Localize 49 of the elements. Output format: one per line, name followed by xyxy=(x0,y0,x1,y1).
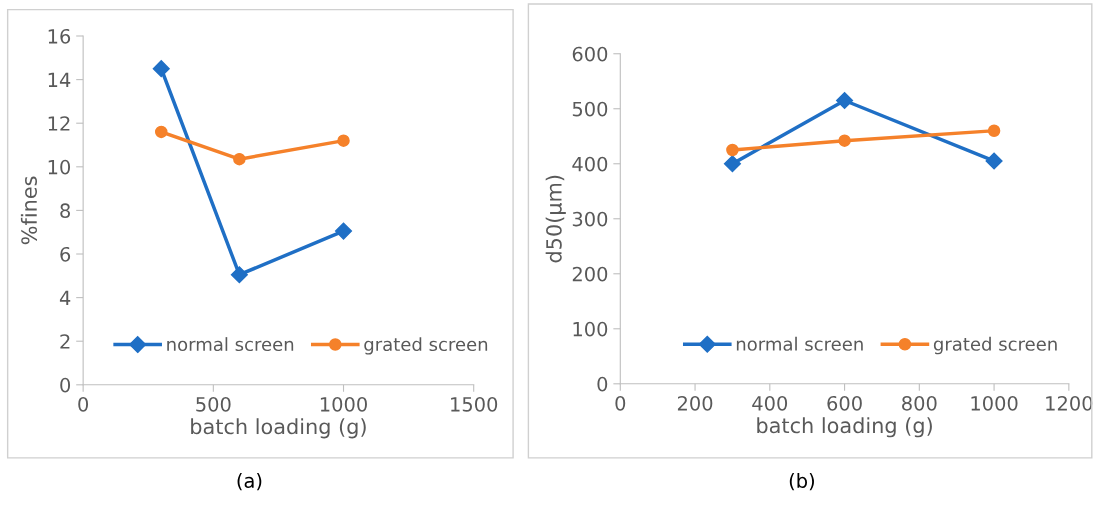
y-tick-label: 16 xyxy=(48,28,71,44)
x-tick-label: 0 xyxy=(615,395,626,411)
y-tick-label: 6 xyxy=(60,246,71,262)
point xyxy=(987,124,1001,138)
point xyxy=(723,155,741,173)
x-tick-label: 1500 xyxy=(451,396,498,412)
x-axis-title: batch loading (g) xyxy=(757,417,932,438)
y-axis-title: d50(μm) xyxy=(545,175,566,263)
y-tick-label: 500 xyxy=(572,101,608,117)
text: (a) xyxy=(237,472,262,491)
y-tick-label: 2 xyxy=(60,334,70,349)
legend-label: grated screen xyxy=(364,337,488,355)
x-tick-label: 800 xyxy=(902,395,937,411)
point xyxy=(155,125,168,139)
y-tick-label: 0 xyxy=(60,377,71,393)
x-tick-label: 200 xyxy=(677,395,713,411)
y-tick-label: 10 xyxy=(48,159,71,175)
x-tick-label: 1200 xyxy=(1046,395,1093,411)
x-tick-label: 0 xyxy=(78,396,89,412)
y-tick-label: 0 xyxy=(597,376,608,392)
point xyxy=(152,60,170,78)
legend-label: normal screen xyxy=(736,336,863,351)
x-axis-title: batch loading (g) xyxy=(191,418,366,439)
point xyxy=(334,222,353,240)
legend-label: grated screen xyxy=(933,336,1057,355)
y-tick-label: 600 xyxy=(572,46,608,62)
legend-label: normal screen xyxy=(167,337,294,352)
y-tick-label: 100 xyxy=(573,321,608,337)
point xyxy=(726,143,739,157)
y-tick-label: 200 xyxy=(572,266,608,282)
point xyxy=(337,134,350,147)
x-tick-label: 1000 xyxy=(971,395,1018,411)
text: (b) xyxy=(789,472,814,491)
x-tick-label: 400 xyxy=(752,395,788,411)
point xyxy=(985,152,1003,170)
x-tick-label: 1000 xyxy=(320,396,367,412)
point xyxy=(233,152,246,166)
y-tick-label: 8 xyxy=(60,203,71,219)
y-tick-label: 400 xyxy=(572,156,608,172)
y-tick-label: 300 xyxy=(572,211,608,227)
x-tick-label: 600 xyxy=(827,395,862,411)
point xyxy=(836,91,854,110)
x-tick-label: 500 xyxy=(196,396,231,412)
y-axis-title: %fines xyxy=(20,176,37,245)
point xyxy=(838,134,851,147)
y-tick-label: 14 xyxy=(48,72,71,87)
point xyxy=(230,266,248,284)
y-tick-label: 12 xyxy=(48,116,70,131)
y-tick-label: 4 xyxy=(59,290,71,305)
